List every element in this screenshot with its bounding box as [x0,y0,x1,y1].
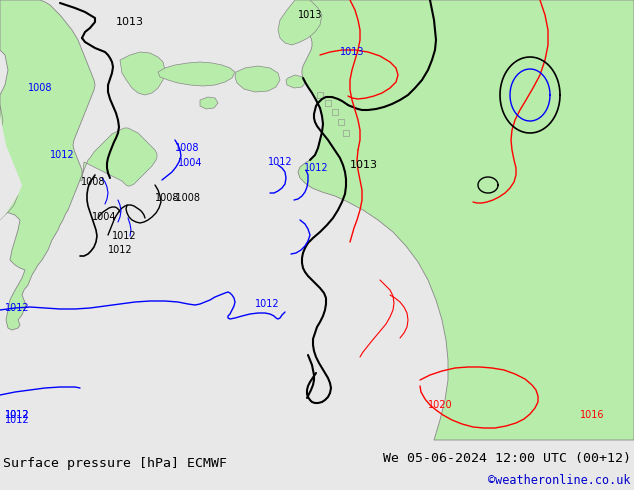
Polygon shape [0,0,95,330]
Text: 1020: 1020 [428,400,453,410]
Polygon shape [0,105,18,220]
Text: 1012: 1012 [304,163,328,173]
Text: 1004: 1004 [178,158,202,168]
Text: 1012: 1012 [268,157,293,167]
Text: 1013: 1013 [350,160,378,170]
Polygon shape [325,100,331,106]
Text: 1012: 1012 [108,245,133,255]
Text: -1008: -1008 [173,193,201,203]
Polygon shape [200,97,218,109]
Polygon shape [120,52,165,95]
Polygon shape [235,66,280,92]
Text: 1012: 1012 [255,299,280,309]
Polygon shape [317,92,323,98]
Polygon shape [80,128,157,186]
Polygon shape [0,115,22,220]
Text: 1012: 1012 [112,231,136,241]
Text: 1012: 1012 [50,150,75,160]
Text: 1012: 1012 [5,410,30,420]
Text: 1013: 1013 [298,10,322,20]
Text: 1008: 1008 [155,193,179,203]
Text: 1013: 1013 [116,17,144,27]
Text: 1016: 1016 [580,410,604,420]
Text: Surface pressure [hPa] ECMWF: Surface pressure [hPa] ECMWF [3,457,227,470]
Text: 1012: 1012 [5,410,30,420]
Text: 1013: 1013 [340,47,365,57]
Polygon shape [278,0,322,45]
Text: 1008: 1008 [28,83,53,93]
Polygon shape [343,130,349,136]
Text: 1012: 1012 [5,415,30,425]
Text: ©weatheronline.co.uk: ©weatheronline.co.uk [488,474,631,487]
Polygon shape [298,0,634,440]
Text: We 05-06-2024 12:00 UTC (00+12): We 05-06-2024 12:00 UTC (00+12) [383,452,631,465]
Polygon shape [158,62,235,86]
Text: 1004: 1004 [92,212,116,222]
Text: 1012: 1012 [5,303,30,313]
Polygon shape [332,109,338,115]
Text: 1008: 1008 [175,143,200,153]
Text: 1008: 1008 [81,177,105,187]
Polygon shape [338,119,344,125]
Polygon shape [286,75,306,88]
